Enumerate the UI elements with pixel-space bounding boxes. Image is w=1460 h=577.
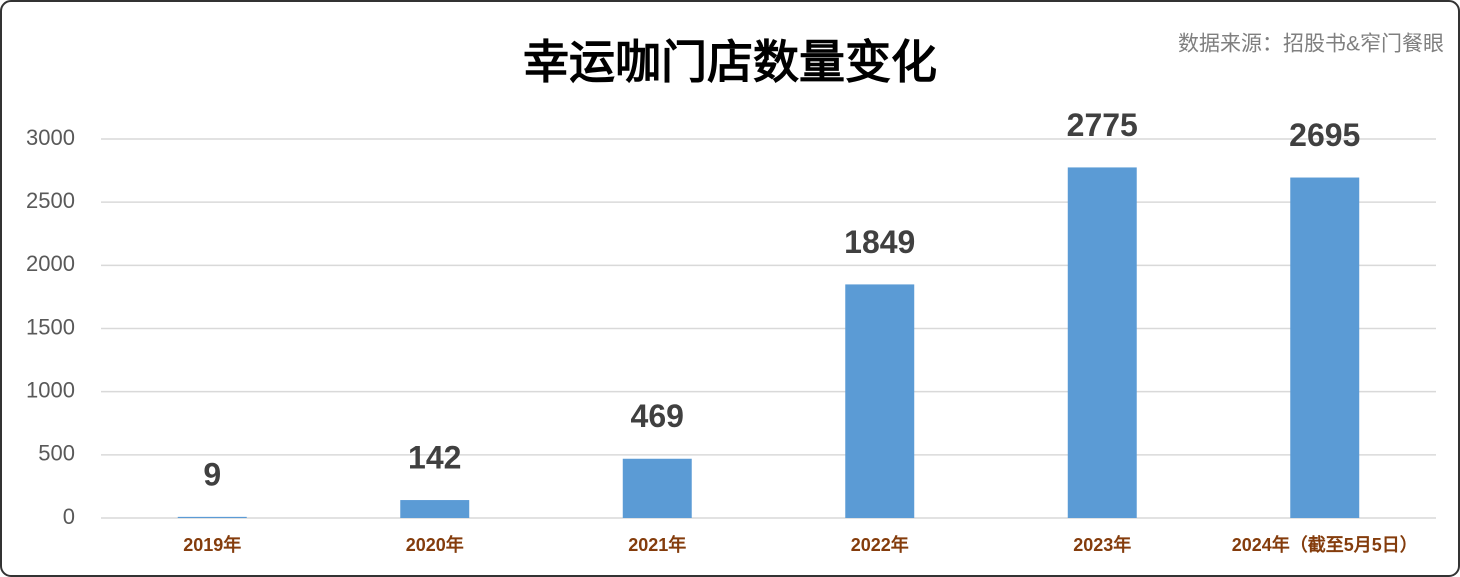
y-tick-label: 1000	[26, 377, 75, 402]
value-label: 2695	[1289, 117, 1360, 153]
y-tick-label: 0	[63, 504, 75, 529]
bar	[1290, 177, 1360, 518]
bar	[845, 284, 915, 518]
value-label: 9	[203, 456, 221, 492]
x-tick-label: 2021年	[628, 534, 686, 555]
value-label: 2775	[1067, 107, 1138, 143]
bar	[400, 500, 470, 518]
bar	[622, 458, 692, 518]
x-tick-label: 2023年	[1073, 534, 1131, 555]
value-label: 1849	[844, 224, 915, 260]
y-tick-label: 2500	[26, 188, 75, 213]
x-tick-label: 2024年（截至5月5日）	[1232, 534, 1418, 555]
y-tick-label: 1500	[26, 314, 75, 339]
bar	[177, 516, 247, 518]
y-tick-label: 2000	[26, 251, 75, 276]
x-tick-label: 2022年	[851, 534, 909, 555]
x-tick-label: 2019年	[183, 534, 241, 555]
source-note: 数据来源：招股书&窄门餐眼	[1178, 33, 1444, 56]
value-label: 142	[408, 440, 461, 476]
y-tick-label: 3000	[26, 125, 75, 150]
bar	[1067, 167, 1137, 519]
x-tick-label: 2020年	[406, 534, 464, 555]
value-label: 469	[631, 398, 684, 434]
chart-title: 幸运咖门店数量变化	[523, 36, 937, 88]
y-tick-label: 500	[38, 441, 75, 466]
